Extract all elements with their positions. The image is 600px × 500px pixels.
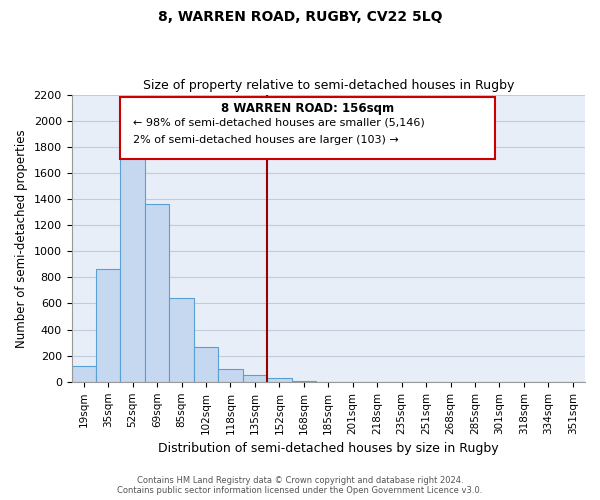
X-axis label: Distribution of semi-detached houses by size in Rugby: Distribution of semi-detached houses by … bbox=[158, 442, 499, 455]
Text: 8 WARREN ROAD: 156sqm: 8 WARREN ROAD: 156sqm bbox=[221, 102, 394, 114]
Bar bbox=[242, 376, 267, 382]
Bar bbox=[218, 369, 242, 382]
Bar bbox=[96, 269, 121, 382]
Bar bbox=[267, 378, 292, 382]
FancyBboxPatch shape bbox=[121, 98, 495, 159]
Text: Contains HM Land Registry data © Crown copyright and database right 2024.
Contai: Contains HM Land Registry data © Crown c… bbox=[118, 476, 482, 495]
Bar bbox=[194, 346, 218, 382]
Bar bbox=[71, 366, 96, 382]
Bar bbox=[169, 298, 194, 382]
Text: ← 98% of semi-detached houses are smaller (5,146): ← 98% of semi-detached houses are smalle… bbox=[133, 118, 425, 128]
Y-axis label: Number of semi-detached properties: Number of semi-detached properties bbox=[15, 129, 28, 348]
Bar bbox=[292, 381, 316, 382]
Bar bbox=[121, 150, 145, 382]
Title: Size of property relative to semi-detached houses in Rugby: Size of property relative to semi-detach… bbox=[143, 79, 514, 92]
Bar bbox=[145, 204, 169, 382]
Text: 8, WARREN ROAD, RUGBY, CV22 5LQ: 8, WARREN ROAD, RUGBY, CV22 5LQ bbox=[158, 10, 442, 24]
Text: 2% of semi-detached houses are larger (103) →: 2% of semi-detached houses are larger (1… bbox=[133, 135, 399, 145]
